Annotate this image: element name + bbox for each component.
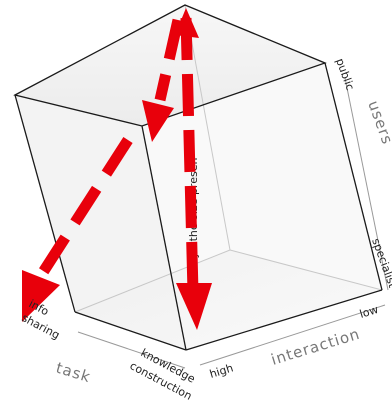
cube-edge-right	[324, 62, 383, 291]
task-axis-line	[77, 331, 186, 369]
cube-edge-left	[14, 94, 76, 313]
cube-edge-bottom-left	[74, 311, 187, 351]
task-axis-title: task	[54, 359, 93, 387]
users-tick-public: public	[333, 57, 357, 93]
cube-edge-front	[141, 125, 187, 351]
arrow-down-left	[22, 137, 133, 322]
users-axis-line	[344, 77, 389, 291]
interaction-axis-title: interaction	[269, 325, 362, 369]
cube-floor	[75, 250, 382, 350]
inner-edge-floor-right	[229, 249, 383, 291]
inner-edge-vertical	[184, 4, 231, 251]
cube-top-face	[15, 5, 325, 126]
cube-edge-bottom-right	[185, 289, 383, 351]
users-axis-title: users	[364, 98, 392, 147]
arrow-diagonal	[142, 18, 184, 142]
interaction-tick-high: high	[208, 361, 235, 380]
interaction-axis-line	[199, 304, 386, 366]
inner-edge-floor-left	[74, 249, 231, 313]
interaction-tick-low: low	[358, 303, 380, 321]
